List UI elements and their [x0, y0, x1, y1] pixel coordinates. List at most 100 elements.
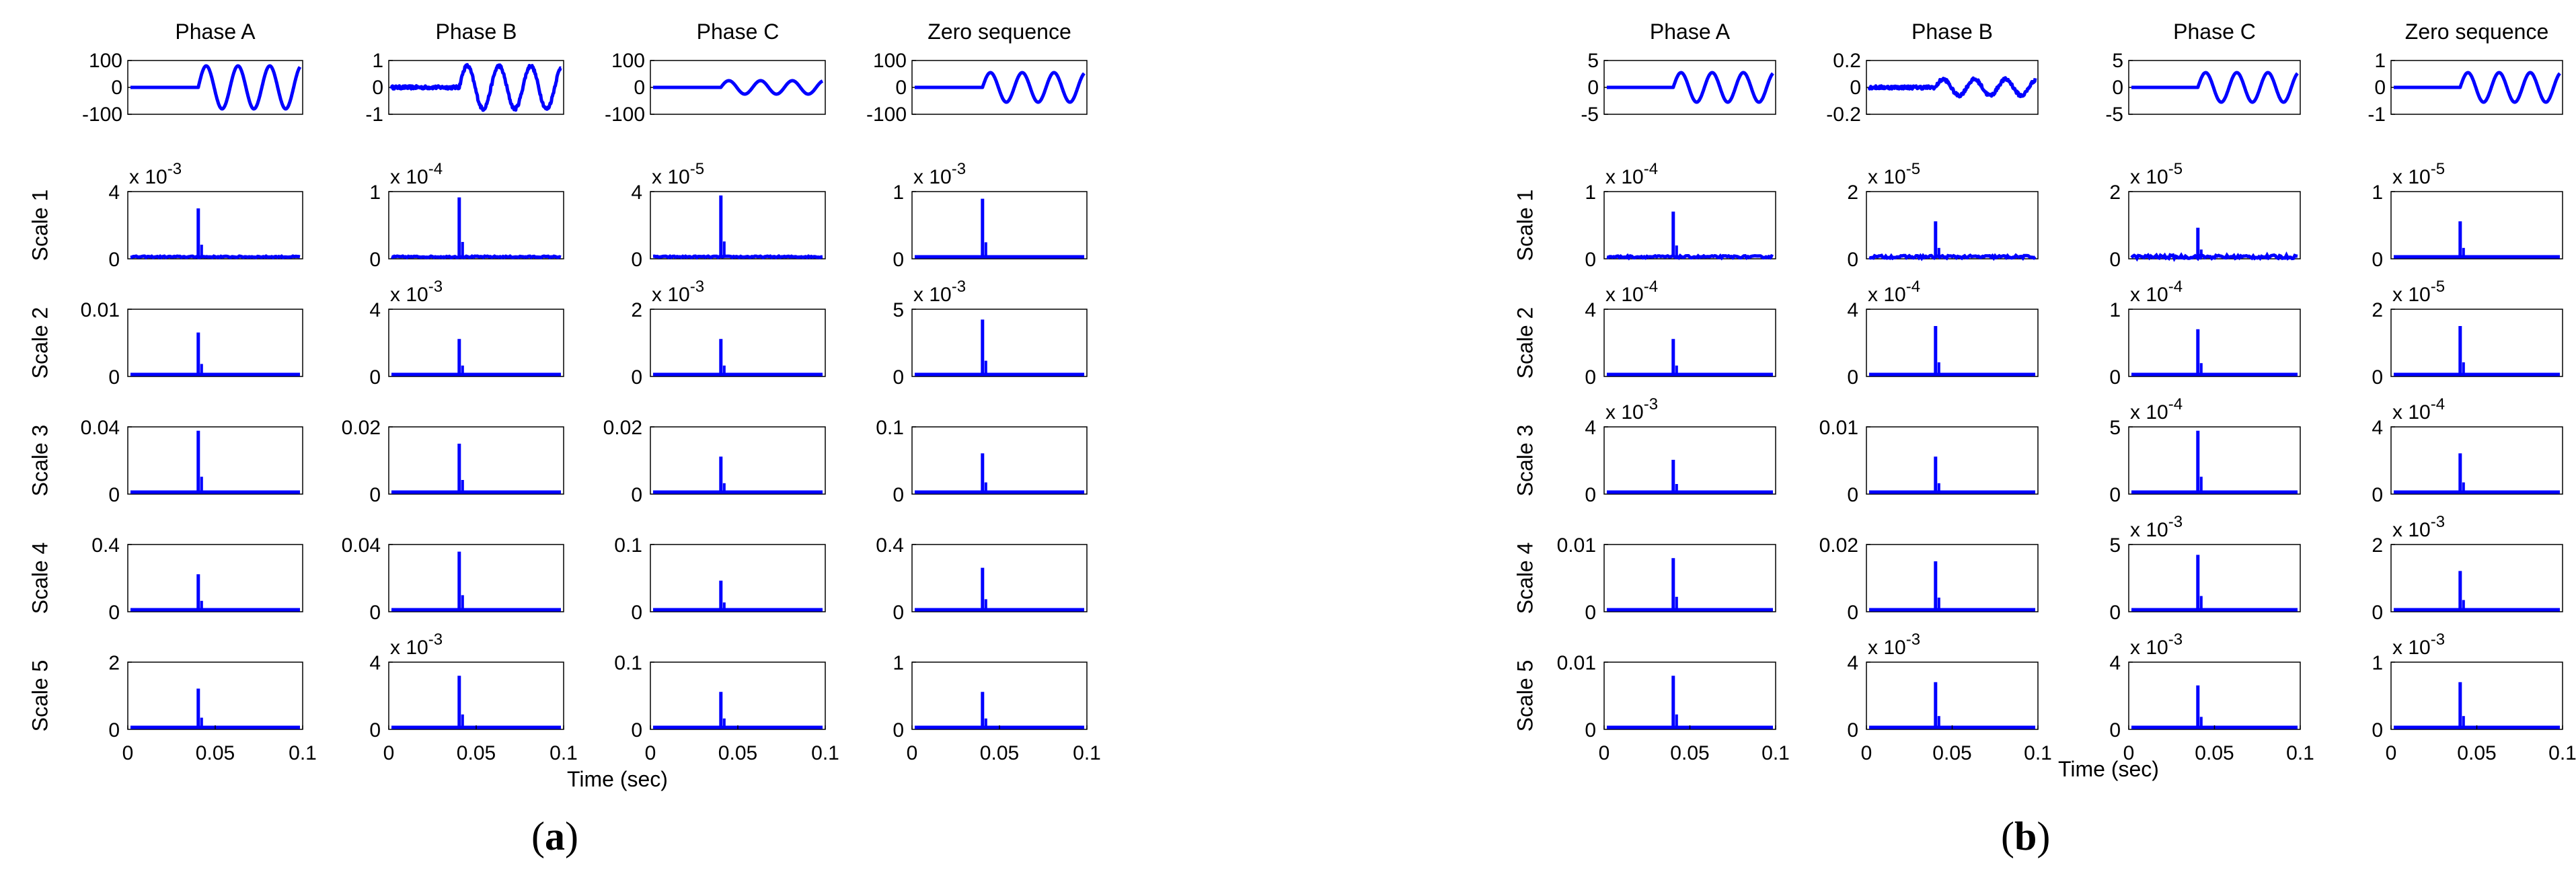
x-tick-label: 0.1	[289, 742, 317, 764]
detail-subplot: 1 0 x 10-4	[369, 160, 564, 271]
column-title: Zero sequence	[2405, 19, 2548, 44]
y-tick-zero: 0	[2372, 602, 2383, 624]
axes-box	[911, 661, 1088, 730]
detail-subplot: 2 0 x 10-3	[631, 278, 826, 389]
y-tick-zero: 0	[1847, 719, 1858, 741]
y-tick-label: 0.01	[1819, 417, 1858, 439]
baseline-line	[1606, 253, 1774, 261]
detail-subplot: 1 0 x 10-3	[893, 160, 1088, 271]
y-tick-label: 2	[108, 652, 120, 674]
detail-subplot: 0.02 0	[342, 417, 564, 506]
detail-subplot: 0.01 0	[1819, 417, 2039, 506]
y-tick-label: 0.1	[614, 534, 642, 557]
y-tick-zero: 0	[369, 602, 381, 624]
y-tick-zero: 0	[2372, 366, 2383, 389]
signal-line	[2130, 71, 2299, 104]
column-title: Phase C	[2173, 19, 2256, 44]
detail-subplot: 0.02 0	[1819, 534, 2039, 624]
row-label: Scale 5	[28, 660, 52, 732]
exponent-label: x 10-4	[2392, 395, 2445, 424]
waveform-subplot: -100 0 100	[605, 50, 826, 126]
axes-box	[1866, 661, 2039, 730]
axes-box	[2390, 309, 2563, 377]
waveform-subplot: -5 0 5	[1581, 50, 1776, 126]
detail-subplot: 4 0 x 10-3 0 0.05 0.1	[369, 631, 578, 764]
x-tick-label: 0	[383, 742, 395, 764]
x-tick-label: 0	[1861, 742, 1872, 764]
detail-subplot: 2 0 x 10-5	[1847, 160, 2039, 271]
y-tick-zero: 0	[1847, 249, 1858, 271]
panel-b: Phase A Phase B Phase C Zero sequence Scale …	[1513, 19, 2576, 781]
y-tick-label: 1	[893, 182, 904, 204]
column-title: Phase A	[1650, 19, 1731, 44]
y-tick-zero: 0	[369, 249, 381, 271]
axes-box	[2128, 426, 2301, 495]
y-tick-zero: 0	[1585, 249, 1596, 271]
row-label: Scale 5	[1513, 660, 1537, 732]
x-tick-label: 0.05	[718, 742, 757, 764]
y-tick-label: 100	[89, 50, 122, 72]
exponent-label: x 10-3	[913, 278, 966, 306]
y-tick-label: 100	[873, 50, 907, 72]
y-tick-zero: 0	[1585, 602, 1596, 624]
baseline-line	[2130, 251, 2298, 262]
row-label: Scale 3	[1513, 425, 1537, 497]
axes-box	[127, 191, 303, 259]
x-tick-label: 0	[645, 742, 656, 764]
y-tick-label: -5	[1581, 104, 1599, 126]
waveform-subplot: -5 0 5	[2105, 50, 2301, 126]
y-tick-label: 2	[631, 299, 642, 321]
axes-box	[2390, 426, 2563, 495]
x-tick-label: 0	[1599, 742, 1610, 764]
y-tick-label: 0.4	[91, 534, 120, 557]
axes-box	[650, 309, 826, 377]
y-tick-zero: 0	[631, 602, 642, 624]
axes-box	[650, 191, 826, 259]
axes-box	[2128, 309, 2301, 377]
y-tick-label: 2	[1847, 182, 1858, 204]
exponent-label: x 10-4	[1605, 160, 1658, 188]
detail-subplot: 0.10	[614, 534, 826, 624]
y-tick-label: 0.1	[614, 652, 642, 674]
x-tick-label: 0.1	[2548, 742, 2576, 764]
waveform-subplot: -1 0 1	[2367, 50, 2563, 126]
axes-box	[388, 661, 564, 730]
exponent-label: x 10-3	[2392, 513, 2445, 541]
baseline-line	[652, 254, 823, 260]
exponent-label: x 10-5	[1868, 160, 1920, 188]
y-tick-zero: 0	[1585, 719, 1596, 741]
y-tick-label: 4	[1847, 652, 1858, 674]
x-tick-label: 0.05	[196, 742, 235, 764]
exponent-label: x 10-3	[2392, 631, 2445, 659]
detail-subplot: 5 0 x 10-3	[893, 278, 1088, 389]
exponent-label: x 10-4	[390, 160, 443, 188]
signal-line	[1605, 71, 1774, 104]
exponent-label: x 10-3	[1868, 631, 1920, 659]
y-tick-label: 1	[372, 50, 383, 72]
detail-subplot: 4 0 x 10-5	[631, 160, 826, 271]
y-tick-label: 1	[369, 182, 381, 204]
detail-subplot: 1 0 x 10-3 0 0.05 0.1	[2372, 631, 2576, 764]
x-tick-label: 0.1	[2024, 742, 2052, 764]
y-tick-zero: 0	[631, 366, 642, 389]
detail-subplot: 0.04 0	[342, 534, 564, 624]
x-tick-label: 0.1	[1761, 742, 1790, 764]
y-tick-label: 0.01	[1557, 534, 1596, 557]
y-tick-zero: 0	[893, 602, 904, 624]
column-title: Phase B	[1911, 19, 1993, 44]
axes-box	[1603, 191, 1776, 259]
axes-box	[388, 426, 564, 495]
y-tick-label: 4	[1585, 417, 1596, 439]
y-tick-zero: 0	[2109, 719, 2121, 741]
y-tick-label: 5	[2112, 50, 2123, 72]
column-title: Zero sequence	[927, 19, 1071, 44]
y-tick-label: 0.01	[81, 299, 120, 321]
row-label: Scale 2	[28, 307, 52, 379]
y-tick-label: 1	[1585, 182, 1596, 204]
exponent-label: x 10-3	[2130, 513, 2183, 541]
axes-box	[650, 426, 826, 495]
exponent-label: x 10-3	[129, 160, 182, 188]
y-tick-zero: 0	[893, 484, 904, 506]
signal-line	[652, 79, 824, 96]
detail-subplot: 2 0 x 10-5	[2109, 160, 2301, 271]
